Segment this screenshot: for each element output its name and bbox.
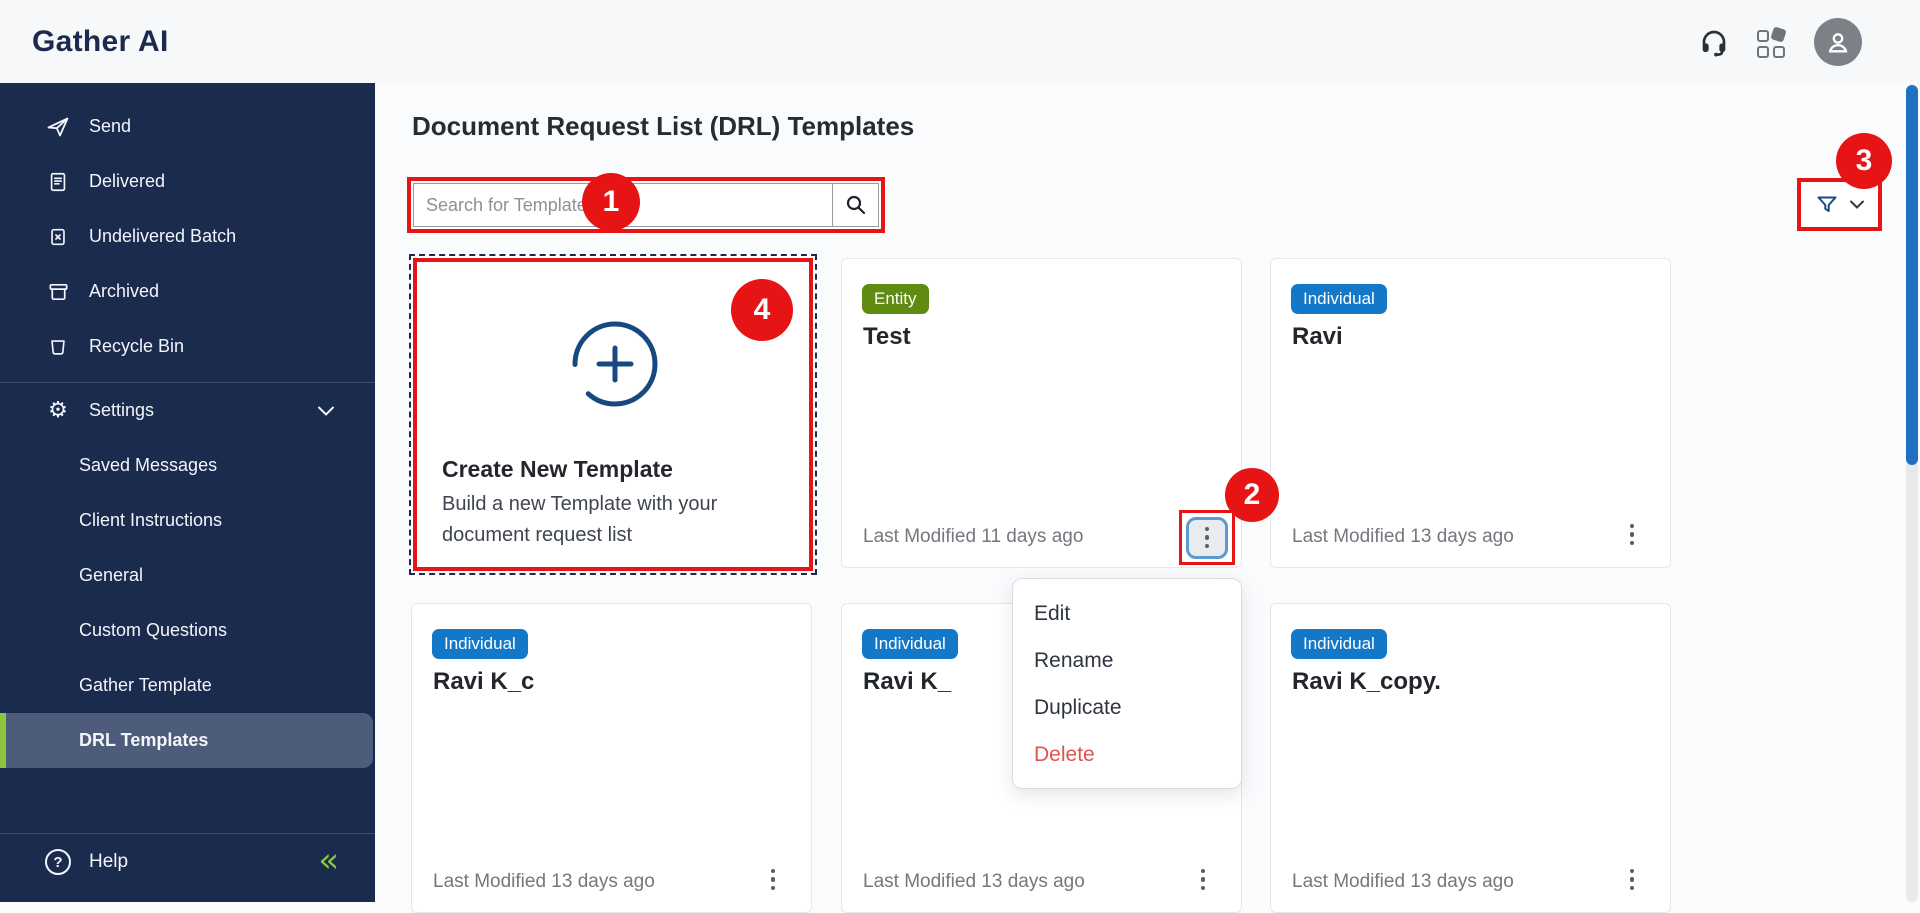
sidebar-subitem-label: Saved Messages xyxy=(79,455,217,476)
kebab-menu-icon[interactable] xyxy=(1195,863,1212,897)
menu-item-edit[interactable]: Edit xyxy=(1013,590,1241,637)
app-header: Gather AI xyxy=(0,0,1920,83)
help-label: Help xyxy=(89,851,128,873)
annotation-badge-2: 2 xyxy=(1225,468,1279,522)
sidebar-item-settings[interactable]: ⚙ Settings xyxy=(0,383,375,438)
sidebar-item-label: Recycle Bin xyxy=(89,336,184,357)
menu-item-rename[interactable]: Rename xyxy=(1013,637,1241,684)
sidebar-item-saved-messages[interactable]: Saved Messages xyxy=(0,438,375,493)
plus-circle-icon xyxy=(567,316,663,417)
individual-badge: Individual xyxy=(1291,629,1387,659)
search-button[interactable] xyxy=(832,184,878,226)
sidebar-subitem-label: General xyxy=(79,565,143,586)
archive-box-icon xyxy=(45,280,71,304)
menu-item-delete[interactable]: Delete xyxy=(1013,731,1241,778)
template-card-ravi-k-c[interactable]: Individual Ravi K_c Last Modified 13 day… xyxy=(411,603,812,913)
annotation-badge-4: 4 xyxy=(731,279,793,341)
menu-item-duplicate[interactable]: Duplicate xyxy=(1013,684,1241,731)
apps-grid-square xyxy=(1773,46,1785,58)
filter-funnel-icon xyxy=(1815,193,1839,217)
template-name: Ravi K_c xyxy=(433,668,534,696)
create-card-title: Create New Template xyxy=(442,456,673,483)
sidebar-item-label: Archived xyxy=(89,281,159,302)
template-name: Ravi xyxy=(1292,323,1343,351)
sidebar-item-help[interactable]: ? Help « xyxy=(0,834,375,890)
sidebar-item-drl-templates-active[interactable]: DRL Templates xyxy=(0,713,373,768)
kebab-menu-icon[interactable] xyxy=(765,863,782,897)
annotation-badge-3: 3 xyxy=(1836,133,1892,189)
chevron-down-icon xyxy=(1849,199,1865,210)
apps-grid-icon[interactable] xyxy=(1756,26,1788,58)
template-name: Ravi K_ xyxy=(863,668,951,696)
sidebar-item-label: Undelivered Batch xyxy=(89,226,236,247)
sidebar-item-send[interactable]: Send xyxy=(0,99,375,154)
sidebar-item-gather-template[interactable]: Gather Template xyxy=(0,658,375,713)
sidebar-item-undelivered-batch[interactable]: Undelivered Batch xyxy=(0,209,375,264)
template-last-modified: Last Modified 13 days ago xyxy=(863,871,1085,893)
delivered-document-icon xyxy=(45,170,71,194)
search-annotation-box xyxy=(407,177,885,233)
template-last-modified: Last Modified 13 days ago xyxy=(433,871,655,893)
template-last-modified: Last Modified 13 days ago xyxy=(1292,526,1514,548)
recycle-bin-icon xyxy=(45,335,71,359)
sidebar-item-label: Send xyxy=(89,116,131,137)
sidebar-item-delivered[interactable]: Delivered xyxy=(0,154,375,209)
kebab-menu-icon[interactable] xyxy=(1624,863,1641,897)
collapse-sidebar-icon[interactable]: « xyxy=(318,844,339,878)
template-card-ravi[interactable]: Individual Ravi Last Modified 13 days ag… xyxy=(1270,258,1671,568)
template-last-modified: Last Modified 11 days ago xyxy=(863,526,1083,548)
undelivered-batch-icon xyxy=(45,225,71,249)
template-name: Test xyxy=(863,323,911,351)
sidebar-item-label: Delivered xyxy=(89,171,165,192)
annotation-badge-1: 1 xyxy=(582,173,640,231)
support-headset-icon[interactable] xyxy=(1698,26,1730,58)
sidebar-item-label: Settings xyxy=(89,400,154,421)
sidebar-subitem-label: Custom Questions xyxy=(79,620,227,641)
header-icon-group xyxy=(1698,0,1862,83)
template-last-modified: Last Modified 13 days ago xyxy=(1292,871,1514,893)
sidebar-subitem-label: DRL Templates xyxy=(79,730,208,751)
kebab-menu-button-active[interactable] xyxy=(1186,517,1228,559)
individual-badge: Individual xyxy=(432,629,528,659)
sidebar-subitem-label: Client Instructions xyxy=(79,510,222,531)
apps-grid-square-filled xyxy=(1770,26,1786,42)
template-card-ravi-k-copy[interactable]: Individual Ravi K_copy. Last Modified 13… xyxy=(1270,603,1671,913)
entity-badge: Entity xyxy=(862,284,929,314)
scrollbar-thumb[interactable] xyxy=(1906,85,1918,465)
sidebar-subitem-label: Gather Template xyxy=(79,675,212,696)
sidebar-item-client-instructions[interactable]: Client Instructions xyxy=(0,493,375,548)
gear-icon: ⚙ xyxy=(45,398,71,423)
template-name: Ravi K_copy. xyxy=(1292,668,1441,696)
apps-grid-square xyxy=(1757,30,1769,42)
individual-badge: Individual xyxy=(862,629,958,659)
search-bar xyxy=(413,183,879,227)
sidebar: Send Delivered Undelivered Batch xyxy=(0,83,375,902)
app-logo[interactable]: Gather AI xyxy=(32,25,169,59)
main-content: Document Request List (DRL) Templates 1 … xyxy=(375,83,1920,902)
sidebar-item-recycle-bin[interactable]: Recycle Bin xyxy=(0,319,375,374)
kebab-annotation-box xyxy=(1179,510,1235,565)
sidebar-item-general[interactable]: General xyxy=(0,548,375,603)
create-card-description: Build a new Template with your document … xyxy=(442,489,772,551)
apps-grid-square xyxy=(1757,46,1769,58)
card-context-menu: Edit Rename Duplicate Delete xyxy=(1012,578,1242,789)
page-title: Document Request List (DRL) Templates xyxy=(412,111,914,142)
send-icon xyxy=(45,115,71,139)
individual-badge: Individual xyxy=(1291,284,1387,314)
sidebar-item-custom-questions[interactable]: Custom Questions xyxy=(0,603,375,658)
user-avatar[interactable] xyxy=(1814,18,1862,66)
kebab-menu-icon[interactable] xyxy=(1624,518,1641,552)
sidebar-item-archived[interactable]: Archived xyxy=(0,264,375,319)
help-question-icon: ? xyxy=(45,849,71,875)
chevron-down-icon[interactable] xyxy=(317,400,335,421)
